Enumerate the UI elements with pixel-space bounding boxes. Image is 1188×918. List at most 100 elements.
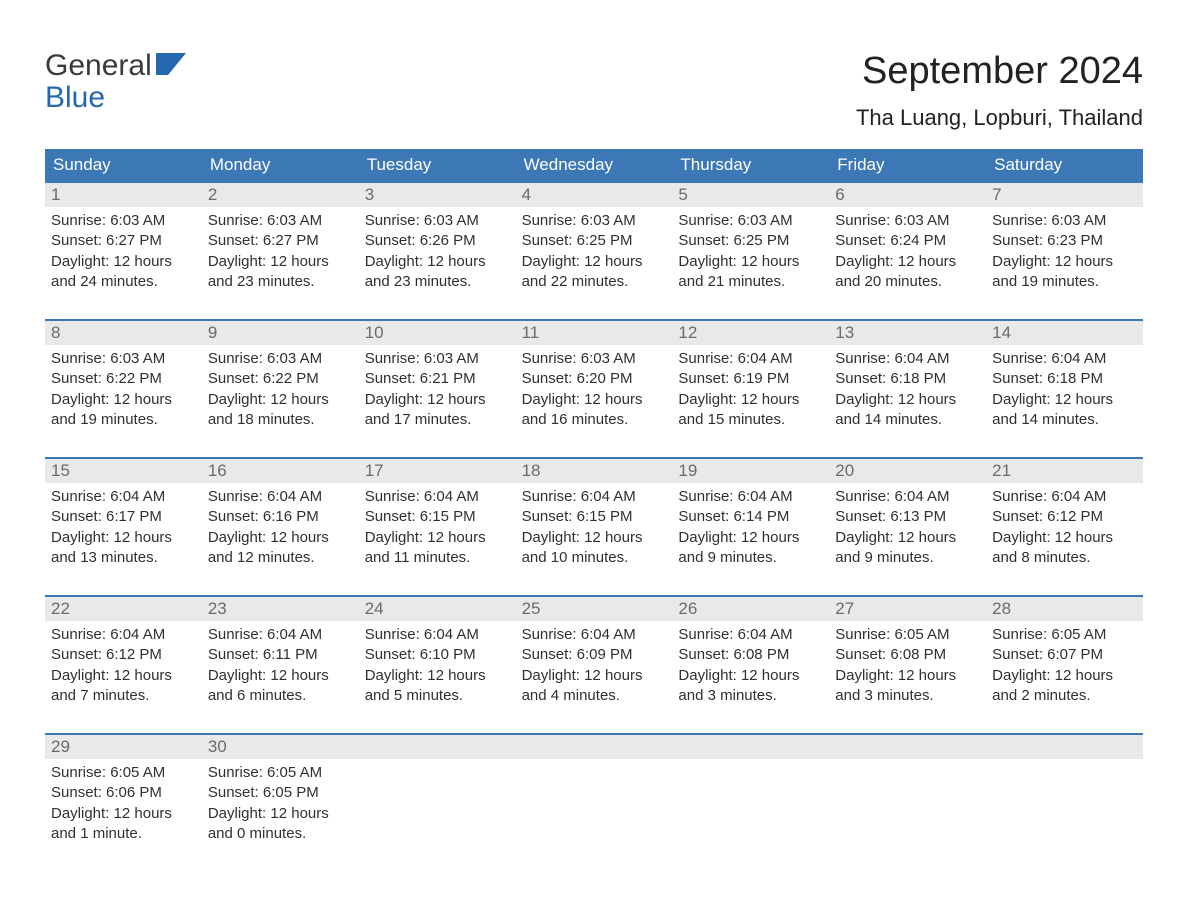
sunset: Sunset: 6:26 PM: [365, 231, 510, 251]
day-body: Sunrise: 6:04 AMSunset: 6:12 PMDaylight:…: [986, 483, 1143, 579]
dow-cell: Wednesday: [516, 149, 673, 181]
sunrise: Sunrise: 6:04 AM: [365, 487, 510, 507]
daylight: Daylight: 12 hours and 19 minutes.: [51, 390, 196, 431]
sunrise: Sunrise: 6:04 AM: [208, 625, 353, 645]
sunset: Sunset: 6:15 PM: [522, 507, 667, 527]
daylight: Daylight: 12 hours and 22 minutes.: [522, 252, 667, 293]
day-number: 3: [359, 183, 516, 207]
week-row: 29Sunrise: 6:05 AMSunset: 6:06 PMDayligh…: [45, 733, 1143, 855]
day-cell: 21Sunrise: 6:04 AMSunset: 6:12 PMDayligh…: [986, 459, 1143, 579]
sunrise: Sunrise: 6:03 AM: [835, 211, 980, 231]
day-cell: 23Sunrise: 6:04 AMSunset: 6:11 PMDayligh…: [202, 597, 359, 717]
daylight: Daylight: 12 hours and 6 minutes.: [208, 666, 353, 707]
sunrise: Sunrise: 6:04 AM: [522, 625, 667, 645]
sunset: Sunset: 6:13 PM: [835, 507, 980, 527]
dow-cell: Tuesday: [359, 149, 516, 181]
day-cell: [986, 735, 1143, 855]
daylight: Daylight: 12 hours and 18 minutes.: [208, 390, 353, 431]
sunrise: Sunrise: 6:03 AM: [51, 211, 196, 231]
daylight: Daylight: 12 hours and 3 minutes.: [678, 666, 823, 707]
day-body: Sunrise: 6:04 AMSunset: 6:08 PMDaylight:…: [672, 621, 829, 717]
day-body: [359, 759, 516, 855]
daylight: Daylight: 12 hours and 15 minutes.: [678, 390, 823, 431]
sunset: Sunset: 6:22 PM: [208, 369, 353, 389]
logo-flag-icon: [156, 50, 186, 82]
day-cell: 19Sunrise: 6:04 AMSunset: 6:14 PMDayligh…: [672, 459, 829, 579]
sunset: Sunset: 6:21 PM: [365, 369, 510, 389]
day-body: Sunrise: 6:04 AMSunset: 6:14 PMDaylight:…: [672, 483, 829, 579]
day-body: Sunrise: 6:03 AMSunset: 6:27 PMDaylight:…: [45, 207, 202, 303]
daylight: Daylight: 12 hours and 5 minutes.: [365, 666, 510, 707]
day-body: Sunrise: 6:03 AMSunset: 6:24 PMDaylight:…: [829, 207, 986, 303]
day-cell: 17Sunrise: 6:04 AMSunset: 6:15 PMDayligh…: [359, 459, 516, 579]
day-number: 18: [516, 459, 673, 483]
day-number: 20: [829, 459, 986, 483]
day-number: 22: [45, 597, 202, 621]
daylight: Daylight: 12 hours and 2 minutes.: [992, 666, 1137, 707]
sunrise: Sunrise: 6:04 AM: [522, 487, 667, 507]
sunrise: Sunrise: 6:03 AM: [208, 211, 353, 231]
day-cell: 14Sunrise: 6:04 AMSunset: 6:18 PMDayligh…: [986, 321, 1143, 441]
day-number: 2: [202, 183, 359, 207]
dow-row: SundayMondayTuesdayWednesdayThursdayFrid…: [45, 149, 1143, 181]
day-body: Sunrise: 6:03 AMSunset: 6:25 PMDaylight:…: [672, 207, 829, 303]
day-body: [672, 759, 829, 855]
day-cell: 29Sunrise: 6:05 AMSunset: 6:06 PMDayligh…: [45, 735, 202, 855]
sunrise: Sunrise: 6:03 AM: [365, 349, 510, 369]
sunset: Sunset: 6:12 PM: [51, 645, 196, 665]
day-number: 30: [202, 735, 359, 759]
day-number: 13: [829, 321, 986, 345]
day-body: Sunrise: 6:05 AMSunset: 6:06 PMDaylight:…: [45, 759, 202, 855]
day-number: 4: [516, 183, 673, 207]
location: Tha Luang, Lopburi, Thailand: [856, 105, 1143, 131]
sunset: Sunset: 6:08 PM: [835, 645, 980, 665]
daylight: Daylight: 12 hours and 4 minutes.: [522, 666, 667, 707]
daylight: Daylight: 12 hours and 13 minutes.: [51, 528, 196, 569]
sunset: Sunset: 6:22 PM: [51, 369, 196, 389]
daylight: Daylight: 12 hours and 14 minutes.: [992, 390, 1137, 431]
day-cell: 24Sunrise: 6:04 AMSunset: 6:10 PMDayligh…: [359, 597, 516, 717]
daylight: Daylight: 12 hours and 24 minutes.: [51, 252, 196, 293]
sunrise: Sunrise: 6:05 AM: [835, 625, 980, 645]
sunrise: Sunrise: 6:03 AM: [365, 211, 510, 231]
day-cell: 22Sunrise: 6:04 AMSunset: 6:12 PMDayligh…: [45, 597, 202, 717]
daylight: Daylight: 12 hours and 7 minutes.: [51, 666, 196, 707]
daylight: Daylight: 12 hours and 23 minutes.: [208, 252, 353, 293]
day-number: 21: [986, 459, 1143, 483]
day-number: 15: [45, 459, 202, 483]
week-row: 1Sunrise: 6:03 AMSunset: 6:27 PMDaylight…: [45, 181, 1143, 303]
sunrise: Sunrise: 6:04 AM: [365, 625, 510, 645]
day-cell: 16Sunrise: 6:04 AMSunset: 6:16 PMDayligh…: [202, 459, 359, 579]
day-body: Sunrise: 6:03 AMSunset: 6:21 PMDaylight:…: [359, 345, 516, 441]
day-body: Sunrise: 6:04 AMSunset: 6:09 PMDaylight:…: [516, 621, 673, 717]
day-number: 9: [202, 321, 359, 345]
day-number: [986, 735, 1143, 759]
day-body: Sunrise: 6:03 AMSunset: 6:22 PMDaylight:…: [202, 345, 359, 441]
day-cell: 3Sunrise: 6:03 AMSunset: 6:26 PMDaylight…: [359, 183, 516, 303]
sunset: Sunset: 6:09 PM: [522, 645, 667, 665]
sunrise: Sunrise: 6:04 AM: [208, 487, 353, 507]
day-cell: [359, 735, 516, 855]
day-cell: [672, 735, 829, 855]
logo: General Blue: [45, 50, 186, 113]
day-cell: 8Sunrise: 6:03 AMSunset: 6:22 PMDaylight…: [45, 321, 202, 441]
sunrise: Sunrise: 6:03 AM: [522, 349, 667, 369]
sunset: Sunset: 6:19 PM: [678, 369, 823, 389]
day-number: 24: [359, 597, 516, 621]
day-body: [829, 759, 986, 855]
sunrise: Sunrise: 6:03 AM: [208, 349, 353, 369]
day-cell: 13Sunrise: 6:04 AMSunset: 6:18 PMDayligh…: [829, 321, 986, 441]
dow-cell: Sunday: [45, 149, 202, 181]
sunset: Sunset: 6:18 PM: [835, 369, 980, 389]
week-row: 22Sunrise: 6:04 AMSunset: 6:12 PMDayligh…: [45, 595, 1143, 717]
day-body: Sunrise: 6:03 AMSunset: 6:23 PMDaylight:…: [986, 207, 1143, 303]
day-cell: 4Sunrise: 6:03 AMSunset: 6:25 PMDaylight…: [516, 183, 673, 303]
day-number: [672, 735, 829, 759]
day-body: Sunrise: 6:05 AMSunset: 6:05 PMDaylight:…: [202, 759, 359, 855]
sunset: Sunset: 6:18 PM: [992, 369, 1137, 389]
day-body: Sunrise: 6:04 AMSunset: 6:16 PMDaylight:…: [202, 483, 359, 579]
daylight: Daylight: 12 hours and 20 minutes.: [835, 252, 980, 293]
week-row: 8Sunrise: 6:03 AMSunset: 6:22 PMDaylight…: [45, 319, 1143, 441]
day-cell: 6Sunrise: 6:03 AMSunset: 6:24 PMDaylight…: [829, 183, 986, 303]
daylight: Daylight: 12 hours and 12 minutes.: [208, 528, 353, 569]
